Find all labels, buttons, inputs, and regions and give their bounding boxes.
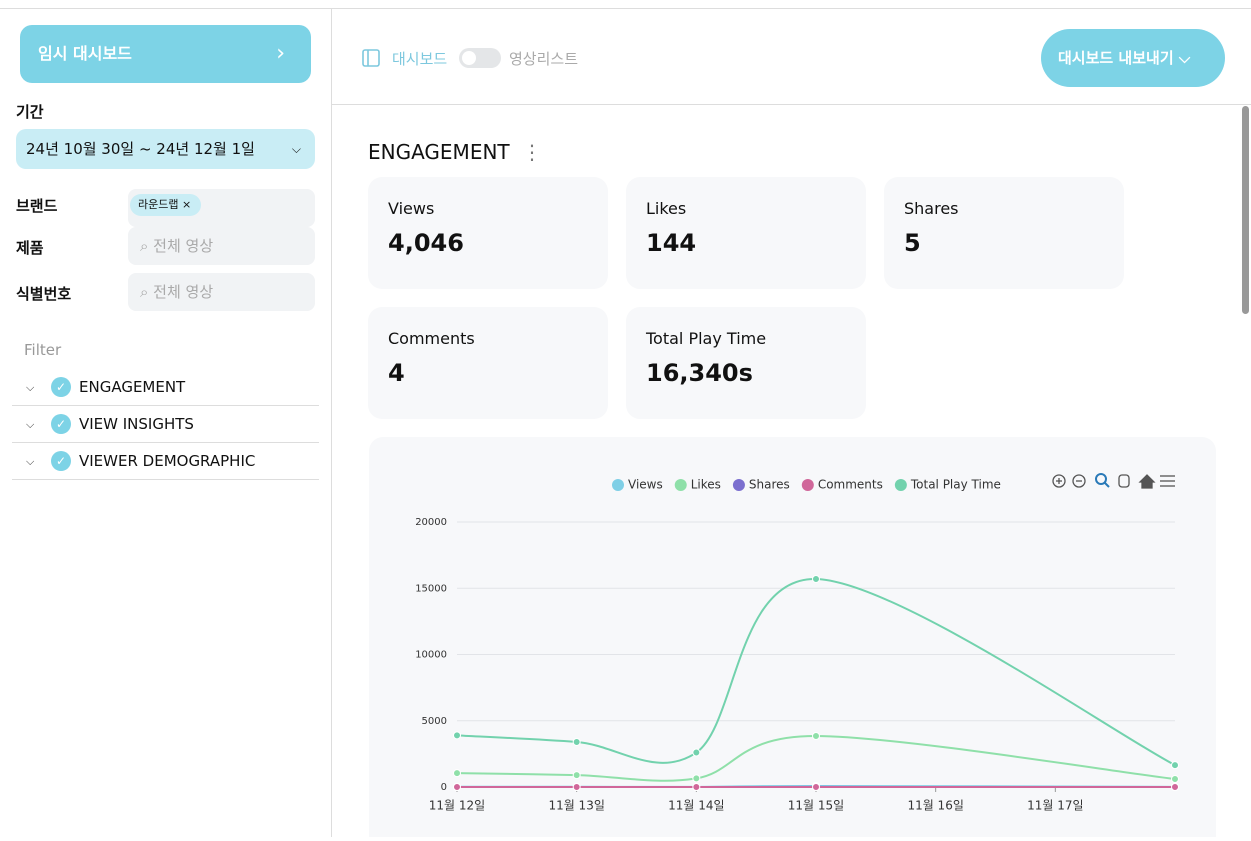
filter-row[interactable]: ⌵✓VIEWER DEMOGRAPHIC bbox=[12, 443, 319, 480]
data-point bbox=[1172, 762, 1179, 769]
y-tick-label: 5000 bbox=[422, 716, 447, 727]
divider bbox=[332, 104, 1251, 105]
data-point bbox=[693, 775, 700, 782]
data-point bbox=[1172, 784, 1179, 791]
id-field[interactable]: ⌕ 전체 영상 bbox=[128, 273, 315, 311]
dashboard-button[interactable]: 임시 대시보드› bbox=[20, 25, 311, 83]
legend-swatch bbox=[895, 479, 907, 491]
data-point bbox=[573, 738, 580, 745]
metric-value: 144 bbox=[646, 229, 696, 257]
y-tick-label: 15000 bbox=[415, 583, 447, 594]
series-line bbox=[457, 736, 1175, 781]
product-field[interactable]: ⌕ 전체 영상 bbox=[128, 227, 315, 265]
scrollbar[interactable] bbox=[1242, 106, 1249, 314]
y-tick-label: 20000 bbox=[415, 517, 447, 528]
tag-label: 라운드랩 bbox=[138, 198, 178, 211]
metric-value: 4,046 bbox=[388, 229, 464, 257]
sidebar: 임시 대시보드› 기간 24년 10월 30일 ~ 24년 12월 1일⌵ 브랜… bbox=[0, 9, 332, 837]
home[interactable] bbox=[1140, 475, 1154, 488]
y-tick-label: 0 bbox=[441, 782, 447, 793]
metric-label: Comments bbox=[388, 329, 475, 348]
metric-label: Shares bbox=[904, 199, 959, 218]
metric-card: Total Play Time 16,340s bbox=[626, 307, 866, 419]
legend-swatch bbox=[612, 479, 624, 491]
section-title: ENGAGEMENT bbox=[368, 140, 510, 164]
filter-row[interactable]: ⌵✓VIEW INSIGHTS bbox=[12, 406, 319, 443]
metric-value: 16,340s bbox=[646, 359, 753, 387]
x-tick-label: 11월 16일 bbox=[907, 799, 963, 813]
legend-label: Likes bbox=[691, 478, 721, 492]
metric-card: Shares 5 bbox=[884, 177, 1124, 289]
placeholder: 전체 영상 bbox=[153, 237, 213, 255]
toggle-label: 대시보드 bbox=[392, 48, 447, 69]
metric-label: Total Play Time bbox=[646, 329, 766, 348]
legend-label: Comments bbox=[818, 478, 883, 492]
period-label: 기간 bbox=[16, 101, 44, 122]
legend-label: Views bbox=[628, 478, 663, 492]
period-select[interactable]: 24년 10월 30일 ~ 24년 12월 1일⌵ bbox=[16, 129, 315, 169]
data-point bbox=[573, 784, 580, 791]
data-point bbox=[813, 575, 820, 582]
legend-swatch bbox=[802, 479, 814, 491]
button-label: 대시보드 내보내기 bbox=[1058, 49, 1174, 67]
export-button[interactable]: 대시보드 내보내기 ⌵ bbox=[1041, 29, 1225, 87]
toggle-label: 영상리스트 bbox=[509, 48, 578, 69]
menu-icon[interactable]: ⋮ bbox=[522, 140, 542, 164]
filter-label: ENGAGEMENT bbox=[79, 369, 185, 406]
chart: 0 5000 10000 15000 20000 11월 12일 11월 13일 11월 14… bbox=[369, 437, 1216, 837]
filter-title: Filter bbox=[24, 341, 61, 359]
data-point bbox=[454, 732, 461, 739]
legend-swatch bbox=[733, 479, 745, 491]
x-tick-label: 11월 12일 bbox=[429, 799, 485, 813]
data-point bbox=[693, 749, 700, 756]
metric-card: Views 4,046 bbox=[368, 177, 608, 289]
legend-swatch bbox=[675, 479, 687, 491]
filter-label: VIEW INSIGHTS bbox=[79, 406, 194, 443]
filter-label: VIEWER DEMOGRAPHIC bbox=[79, 443, 255, 480]
brand-tag[interactable]: 라운드랩 × bbox=[130, 194, 201, 216]
pan[interactable] bbox=[1119, 475, 1129, 487]
data-point bbox=[454, 784, 461, 791]
y-tick-label: 10000 bbox=[415, 650, 447, 661]
view-switch[interactable] bbox=[459, 48, 501, 68]
filter-row[interactable]: ⌵✓ENGAGEMENT bbox=[12, 369, 319, 406]
metric-value: 4 bbox=[388, 359, 405, 387]
data-point bbox=[693, 784, 700, 791]
legend-label: Total Play Time bbox=[910, 478, 1001, 492]
brand-label: 브랜드 bbox=[16, 195, 57, 216]
chart-card: 0 5000 10000 15000 20000 11월 12일 11월 13일 11월 14… bbox=[369, 437, 1216, 837]
button-label: 임시 대시보드 bbox=[38, 44, 132, 63]
metric-label: Views bbox=[388, 199, 434, 218]
metric-card: Comments 4 bbox=[368, 307, 608, 419]
metric-card: Likes 144 bbox=[626, 177, 866, 289]
data-point bbox=[454, 770, 461, 777]
x-tick-label: 11월 13일 bbox=[548, 799, 604, 813]
x-tick-label: 11월 17일 bbox=[1027, 799, 1083, 813]
data-point bbox=[813, 783, 820, 790]
placeholder: 전체 영상 bbox=[153, 283, 213, 301]
x-tick-label: 11월 14일 bbox=[668, 799, 724, 813]
zoom[interactable] bbox=[1096, 474, 1106, 484]
data-point bbox=[813, 732, 820, 739]
x-tick-label: 11월 15일 bbox=[788, 799, 844, 813]
toolbar bbox=[1053, 474, 1175, 488]
metric-value: 5 bbox=[904, 229, 921, 257]
legend-label: Shares bbox=[749, 478, 790, 492]
sidebar-icon[interactable] bbox=[362, 49, 380, 67]
data-point bbox=[1172, 776, 1179, 783]
product-label: 제품 bbox=[16, 237, 44, 258]
metric-label: Likes bbox=[646, 199, 686, 218]
id-label: 식별번호 bbox=[16, 283, 71, 304]
period-value: 24년 10월 30일 ~ 24년 12월 1일 bbox=[26, 140, 255, 158]
data-point bbox=[573, 772, 580, 779]
